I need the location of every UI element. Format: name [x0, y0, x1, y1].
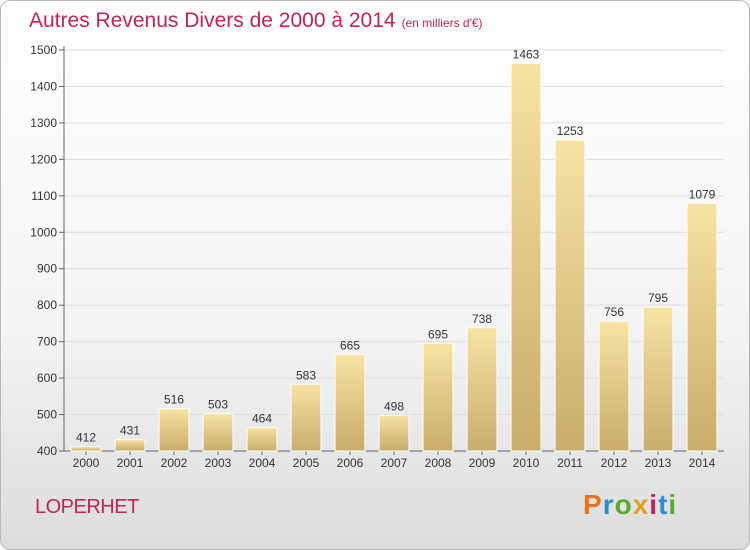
- data-label-2011: 1253: [557, 124, 584, 138]
- data-label-2001: 431: [120, 424, 140, 438]
- data-label-2014: 1079: [689, 187, 716, 201]
- x-tick-label: 2008: [425, 456, 452, 470]
- x-tick-label: 2002: [161, 456, 188, 470]
- chart-subtitle: (en milliers d'€): [401, 16, 483, 30]
- bar-2007: [378, 414, 410, 452]
- bar-2003: [202, 412, 234, 452]
- data-label-2004: 464: [252, 412, 272, 426]
- x-tick-label: 2004: [249, 456, 276, 470]
- bar-2004: [246, 427, 278, 452]
- y-tick-label: 600: [37, 371, 57, 385]
- x-tick-label: 2000: [73, 456, 100, 470]
- data-label-2006: 665: [340, 338, 360, 352]
- data-label-2007: 498: [384, 399, 404, 413]
- data-label-2002: 516: [164, 393, 184, 407]
- data-label-2000: 412: [76, 431, 96, 445]
- x-tick-label: 2006: [337, 456, 364, 470]
- tick-labels: 400 500 600 700 800 900 1000 1100 1200 1300 1400 15…: [30, 43, 715, 470]
- bar-2001: [114, 439, 146, 452]
- y-tick-label: 900: [37, 262, 57, 276]
- y-tick-label: 1300: [30, 116, 57, 130]
- data-label-2009: 738: [472, 312, 492, 326]
- bar-2009: [466, 327, 498, 452]
- y-tick-label: 800: [37, 298, 57, 312]
- x-tick-label: 2003: [205, 456, 232, 470]
- y-tick-label: 400: [37, 444, 57, 458]
- logo-letter: x: [632, 489, 650, 520]
- logo-letter: t: [658, 489, 669, 520]
- y-tick-label: 1200: [30, 152, 57, 166]
- x-tick-label: 2001: [117, 456, 144, 470]
- data-label-2013: 795: [648, 291, 668, 305]
- data-label-2012: 756: [604, 305, 624, 319]
- x-tick-label: 2011: [557, 456, 583, 470]
- chart-title: Autres Revenus Divers de 2000 à 2014 (en …: [29, 9, 483, 33]
- y-tick-label: 1400: [30, 79, 57, 93]
- x-tick-label: 2010: [513, 456, 540, 470]
- x-tick-label: 2009: [469, 456, 496, 470]
- y-tick-label: 700: [37, 335, 57, 349]
- bar-2000: [70, 446, 102, 452]
- x-tick-label: 2013: [645, 456, 672, 470]
- proxiti-logo: Proxiti: [583, 489, 677, 521]
- y-tick-label: 1000: [30, 225, 57, 239]
- logo-letter: i: [668, 489, 678, 520]
- data-label-2005: 583: [296, 368, 316, 382]
- y-tick-label: 500: [37, 408, 57, 422]
- x-tick-label: 2012: [601, 456, 628, 470]
- data-label-2008: 695: [428, 327, 448, 341]
- bar-2006: [334, 353, 366, 452]
- chart-title-text: Autres Revenus Divers de 2000 à 2014: [29, 9, 396, 32]
- bar-2002: [158, 408, 190, 452]
- place-name: LOPERHET: [35, 496, 139, 518]
- bar-2013: [642, 306, 674, 452]
- logo-letter: P: [583, 489, 603, 520]
- logo-letter: r: [602, 489, 615, 520]
- bar-2005: [290, 383, 322, 452]
- data-label-2010: 1463: [513, 47, 540, 61]
- x-tick-label: 2007: [381, 456, 408, 470]
- bar-2008: [422, 342, 454, 452]
- y-tick-label: 1100: [31, 189, 57, 203]
- bar-2014: [686, 202, 718, 452]
- y-tick-label: 1500: [30, 43, 57, 57]
- bar-2011: [554, 139, 586, 452]
- x-tick-label: 2005: [293, 456, 320, 470]
- data-labels: 412 431 516 503 464 583 665 498 695 738 1463 1253 75…: [76, 47, 716, 444]
- bar-2010: [510, 62, 542, 452]
- bar-2012: [598, 320, 630, 452]
- logo-letter: i: [649, 489, 659, 520]
- logo-letter: o: [614, 489, 633, 520]
- bars: [70, 62, 718, 452]
- data-label-2003: 503: [208, 397, 228, 411]
- x-tick-label: 2014: [689, 456, 716, 470]
